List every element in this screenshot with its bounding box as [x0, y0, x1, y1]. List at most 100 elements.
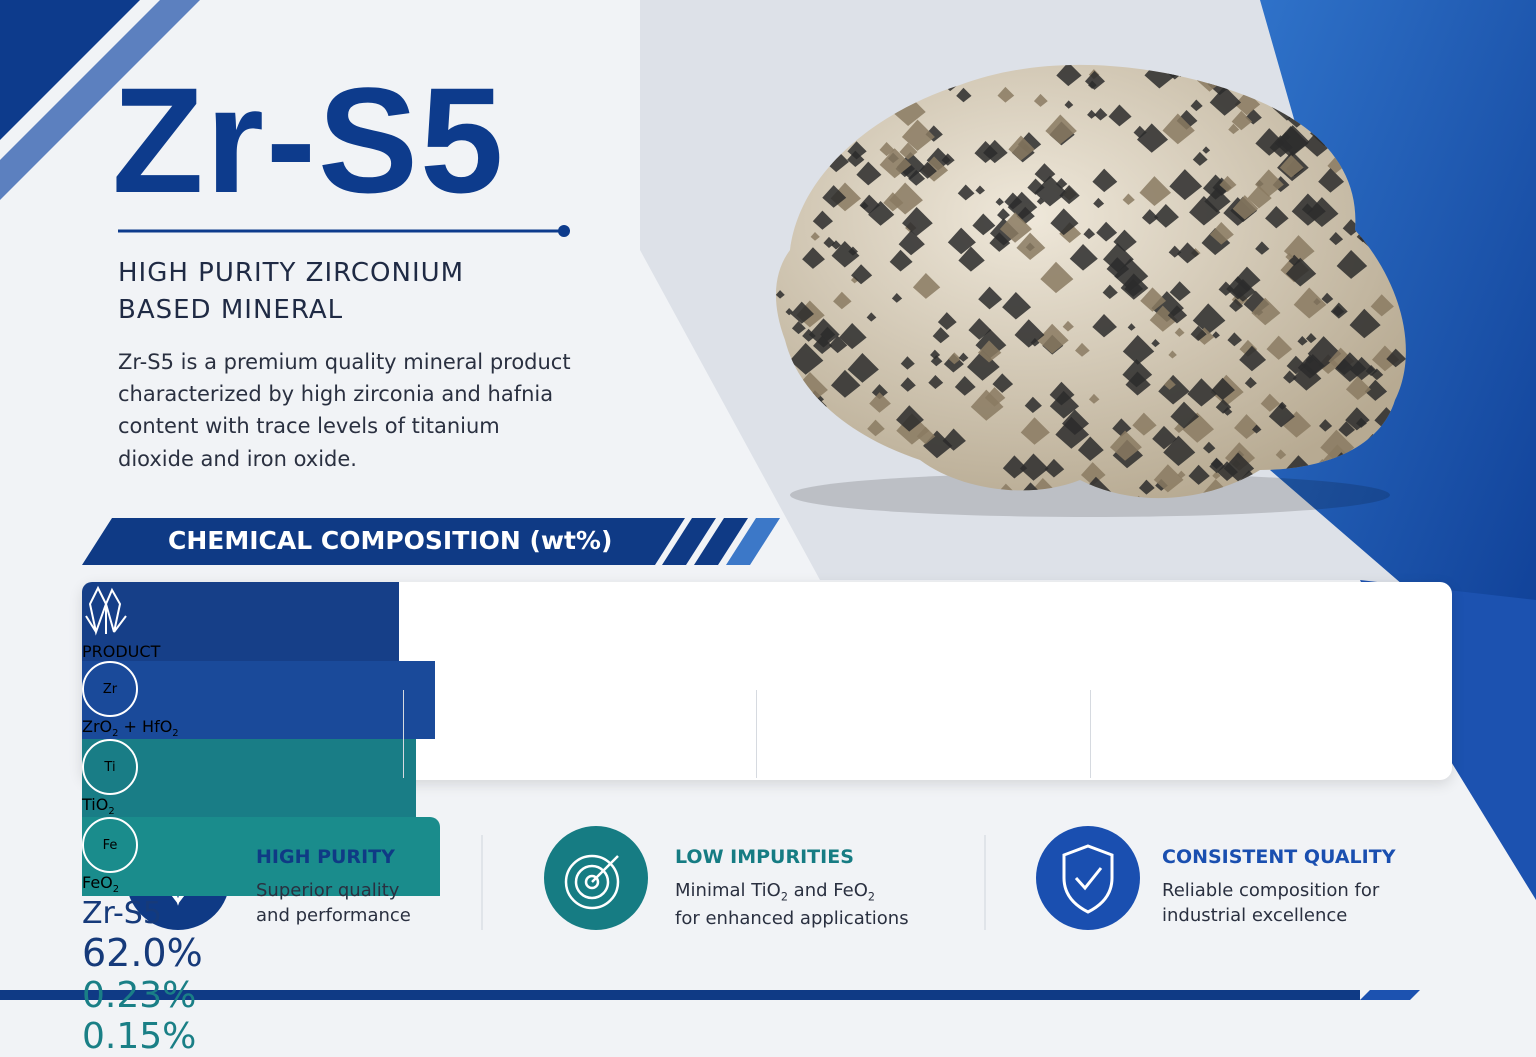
speckle [871, 384, 888, 400]
speckle [1286, 355, 1307, 375]
speckle [1275, 449, 1287, 460]
feature-title: HIGH PURITY [256, 846, 395, 868]
speckle [802, 328, 816, 342]
speckle [1297, 354, 1324, 379]
speckle [889, 249, 913, 272]
speckle [997, 86, 1015, 103]
speckle [1055, 416, 1090, 449]
value-cell: 0.23% [82, 974, 197, 1016]
cell-divider [403, 690, 404, 778]
speckle [948, 352, 961, 365]
speckle [1234, 91, 1261, 116]
speckle [997, 208, 1010, 221]
speckle [1170, 401, 1199, 429]
speckle [966, 349, 1000, 381]
speckle [1211, 377, 1235, 401]
feature: HIGH PURITY Superior quality and performan… [256, 846, 411, 926]
speckle [1345, 407, 1370, 431]
feature-description: industrial excellence [1162, 905, 1395, 926]
text-run: ZrO [82, 717, 113, 736]
speckle [1204, 187, 1231, 213]
speckle [1153, 203, 1179, 228]
corner-shape [0, 0, 140, 140]
speckle [866, 312, 877, 322]
speckle [1049, 390, 1080, 419]
speckle [1106, 257, 1130, 279]
speckle [1319, 419, 1333, 432]
speckle [1305, 333, 1317, 344]
speckle [1109, 430, 1142, 461]
speckle [831, 240, 842, 250]
speckle [1321, 292, 1334, 304]
speckle [1108, 104, 1132, 127]
speckle [1040, 261, 1074, 294]
speckle [1096, 221, 1118, 242]
speckle [1140, 287, 1167, 312]
speckle [1092, 313, 1117, 338]
speckle [1370, 294, 1394, 317]
text-run: FeO [82, 873, 113, 893]
speckle [908, 169, 926, 186]
speckle [1174, 423, 1185, 434]
background [0, 0, 1536, 1000]
element-icon: Ti [82, 739, 138, 796]
speckle [1069, 244, 1098, 271]
speckle [1386, 348, 1406, 368]
speckle [867, 419, 885, 437]
speckle [974, 140, 998, 164]
speckle [942, 428, 966, 451]
speckle [1162, 113, 1195, 145]
text-run: and FeO [787, 880, 868, 901]
speckle [975, 185, 985, 195]
element-icon: Fe [82, 817, 138, 874]
speckle [1278, 401, 1287, 410]
speckle [1077, 436, 1104, 461]
speckle [1229, 298, 1244, 312]
value-cell: Zr-S5 [82, 895, 162, 931]
speckle [1024, 396, 1042, 414]
target-icon [564, 854, 620, 910]
feature-description: Superior quality [256, 880, 411, 901]
speckle [1212, 471, 1221, 480]
speckle [1192, 151, 1208, 166]
speckle [1138, 479, 1155, 495]
text-run: for enhanced applications [675, 907, 909, 929]
speckle [1336, 249, 1368, 279]
speckle [999, 212, 1032, 243]
speckle [790, 301, 815, 324]
speckle [802, 247, 825, 269]
speckle [912, 272, 941, 299]
speckle [892, 94, 926, 127]
text-run: industrial excellence [1162, 905, 1348, 926]
speckle [1044, 458, 1065, 478]
speckle [1112, 418, 1132, 437]
speckle [1285, 252, 1294, 261]
speckle [847, 353, 879, 383]
speckle [901, 119, 935, 151]
cell-divider [756, 690, 757, 778]
composition-table: PRODUCT Zr ZrO2 + HfO2 Ti TiO2 Fe FeO2 Zr-S5 62.… [82, 582, 1452, 1057]
speckle [1252, 424, 1262, 434]
speckle [828, 335, 848, 354]
speckle [1088, 80, 1097, 89]
header-cell: Fe FeO2 [82, 817, 440, 896]
speckle [930, 355, 943, 367]
speckle [1034, 163, 1056, 183]
speckle [1020, 417, 1050, 445]
speckle [1151, 338, 1160, 348]
speckle [789, 342, 824, 375]
icon-label: Zr [102, 681, 118, 697]
crystal-icon [85, 585, 127, 636]
speckle [1163, 435, 1196, 466]
speckle [1037, 323, 1069, 354]
speckle [1226, 276, 1251, 300]
speckle [830, 369, 861, 398]
speckle [860, 201, 869, 210]
speckle [1045, 114, 1077, 145]
description: dioxide and iron oxide. [118, 447, 357, 471]
column-header: PRODUCT [82, 642, 399, 661]
speckle [1136, 123, 1169, 153]
rock-shadow [790, 473, 1390, 517]
header-cell: Zr ZrO2 + HfO2 [82, 661, 435, 740]
speckle [1209, 86, 1242, 116]
